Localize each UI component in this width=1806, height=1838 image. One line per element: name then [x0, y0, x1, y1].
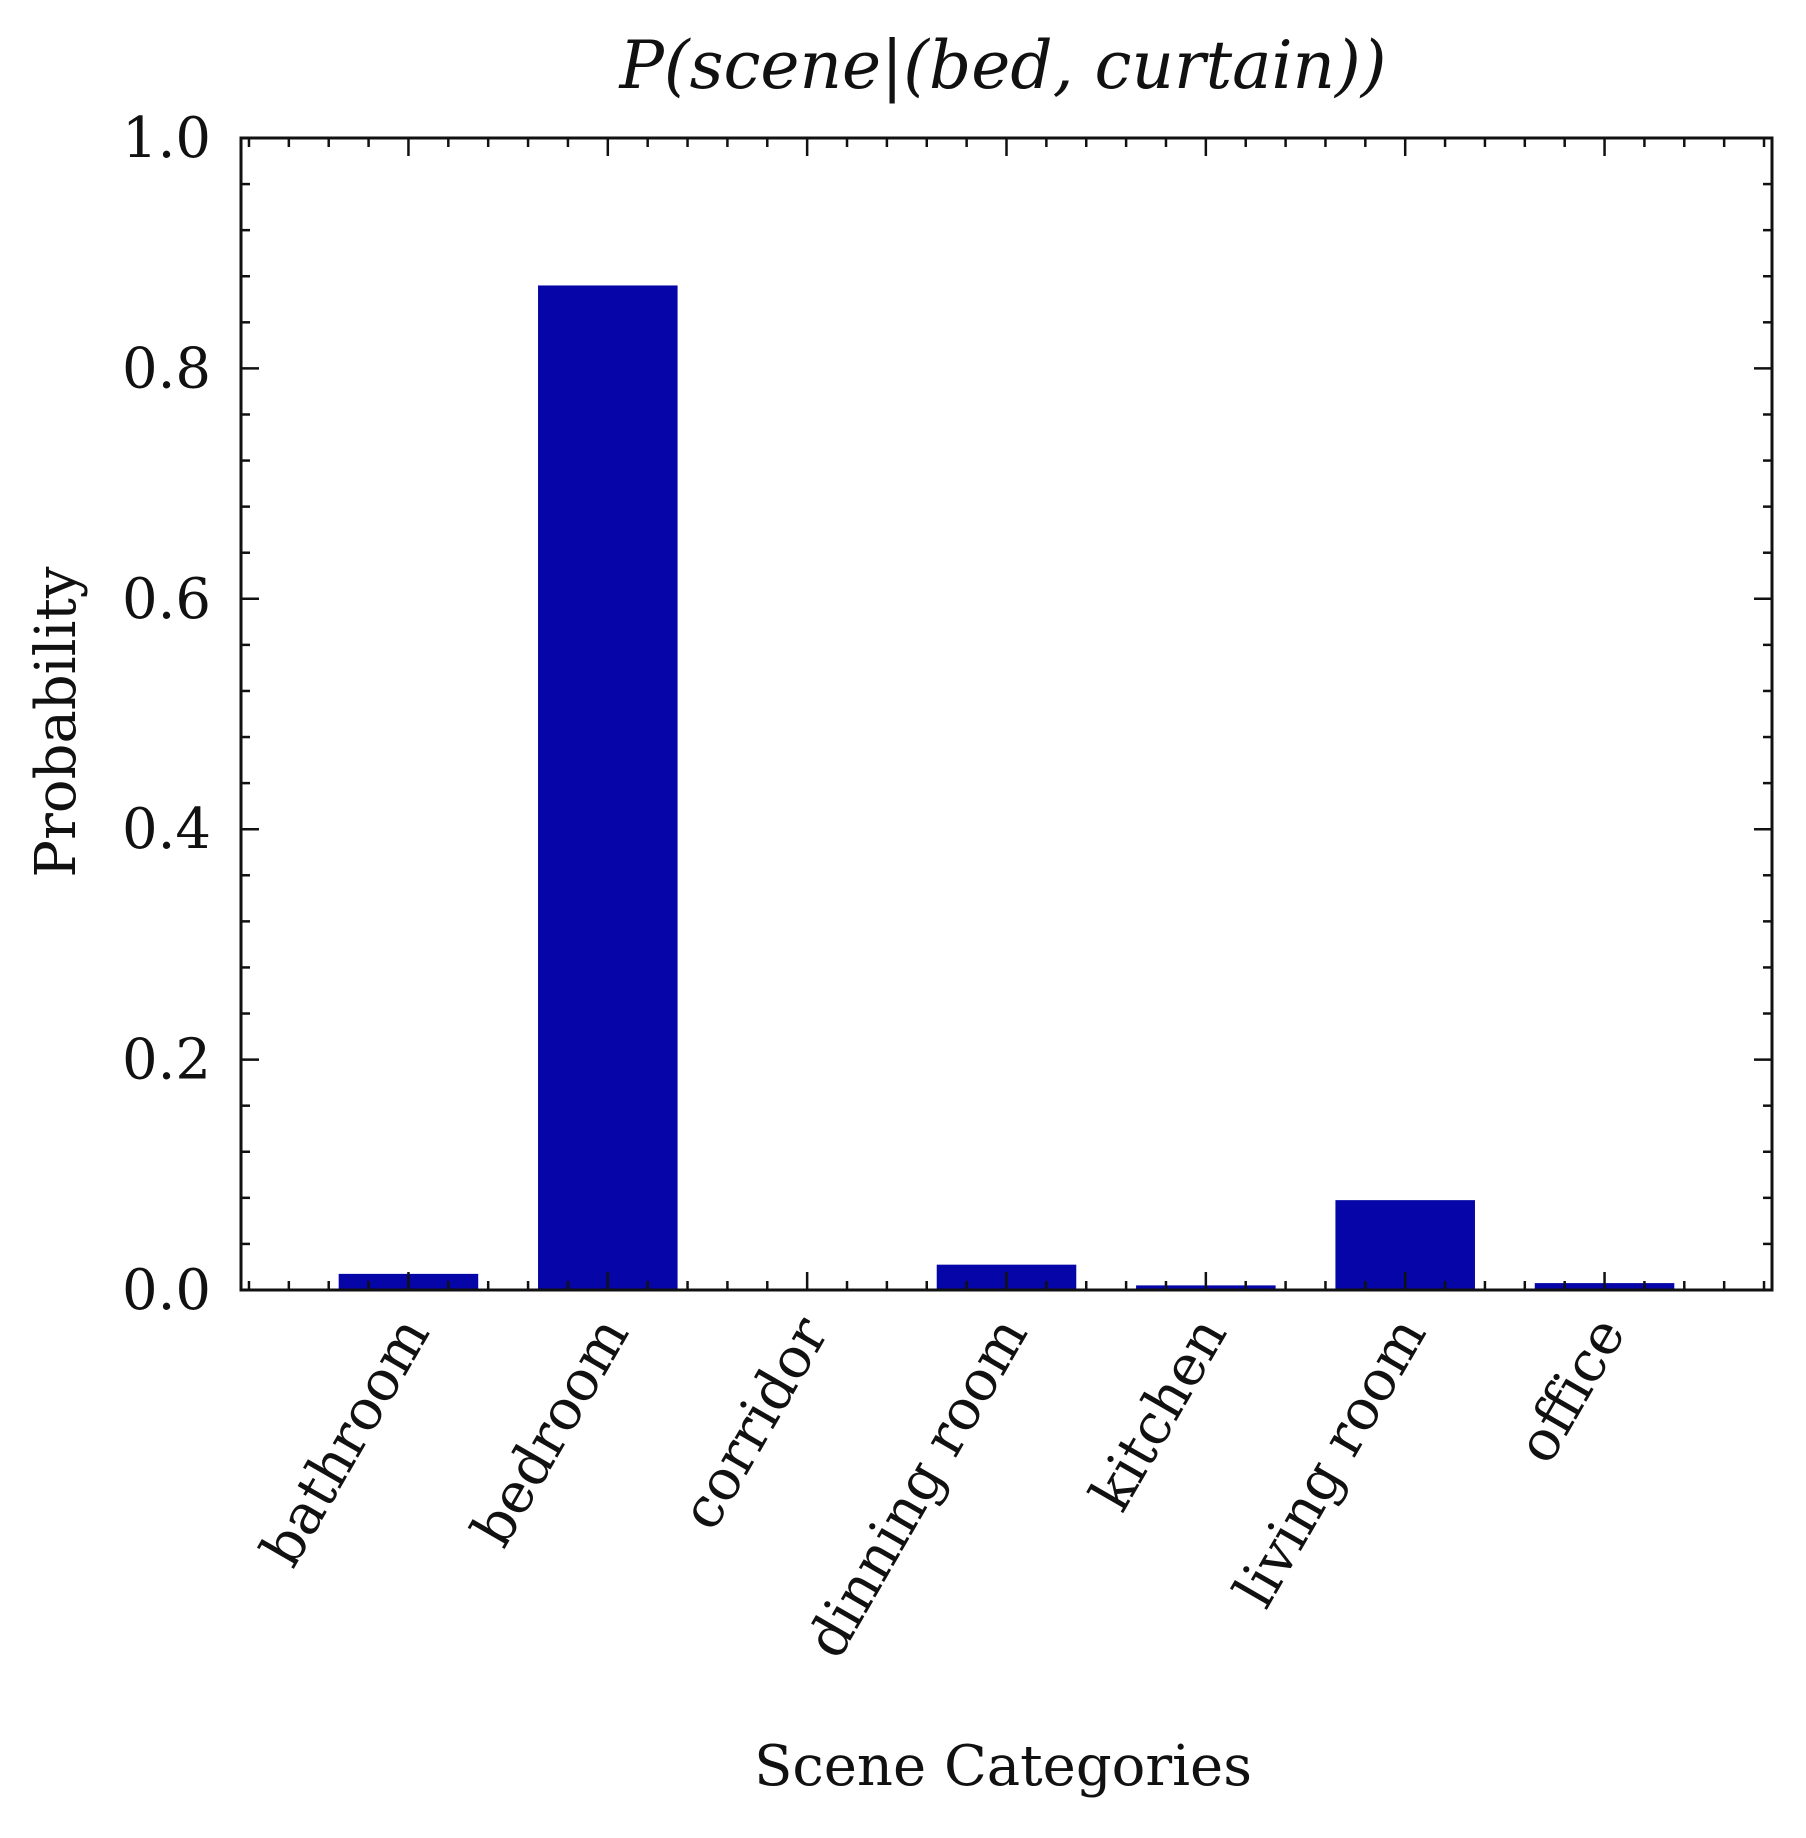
x-tick-label-living-room: living room — [1222, 1307, 1439, 1619]
chart-title: P(scene|(bed, curtain)) — [618, 27, 1386, 104]
y-axis-label: Probability — [24, 566, 89, 877]
y-tick-label: 0.2 — [122, 1028, 211, 1093]
y-tick-label: 0.8 — [122, 336, 211, 401]
plot-frame — [239, 136, 1774, 1292]
x-tick-label-kitchen: kitchen — [1078, 1307, 1240, 1522]
y-tick-label: 0.0 — [122, 1258, 211, 1323]
ticks-layer — [241, 136, 1772, 1292]
x-axis-label: Scene Categories — [754, 1734, 1252, 1799]
x-tick-label-bedroom: bedroom — [460, 1307, 642, 1558]
y-tick-label: 0.4 — [122, 797, 211, 862]
x-tick-label-bathroom: bathroom — [249, 1307, 443, 1578]
bars-layer — [338, 285, 1675, 1291]
labels-layer: 0.0 0.2 0.4 0.6 0.8 1.0 bathroom bedroom corrido… — [122, 106, 1639, 1669]
x-tick-label-office: office — [1504, 1307, 1638, 1475]
x-tick-label-dinning-room: dinning room — [794, 1307, 1041, 1669]
y-tick-label: 1.0 — [122, 106, 211, 171]
x-tick-label-corridor: corridor — [669, 1306, 842, 1540]
bar-bedroom — [538, 285, 678, 1291]
y-tick-label: 0.6 — [122, 567, 211, 632]
